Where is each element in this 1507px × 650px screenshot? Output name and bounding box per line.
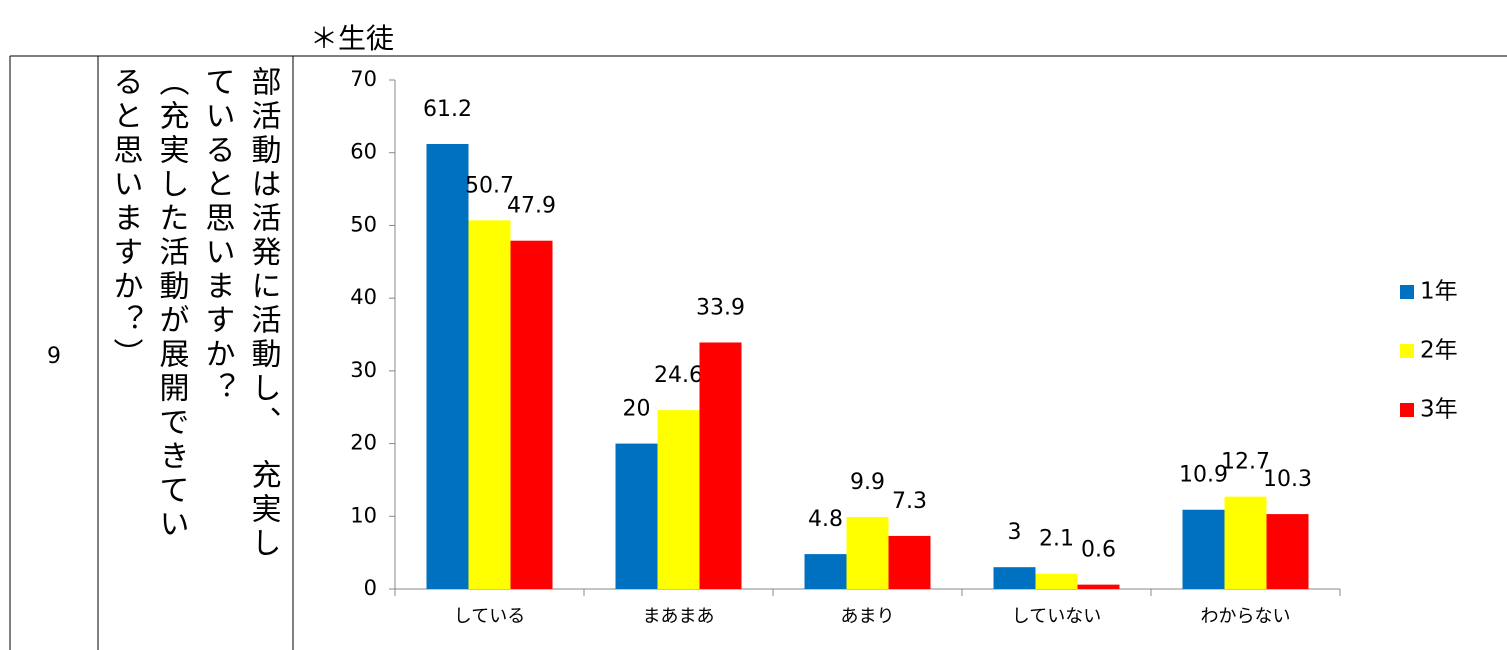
question-text: 部活動は活発に活動し、 充実し (246, 66, 282, 561)
y-tick-label: 70 (350, 67, 377, 91)
y-tick-label: 50 (350, 212, 377, 236)
bar (888, 535, 931, 589)
bar (699, 342, 742, 589)
y-tick-label: 60 (350, 140, 377, 164)
legend-swatch (1400, 344, 1414, 358)
data-label: 50.7 (465, 173, 514, 198)
y-tick-label: 0 (364, 576, 377, 600)
data-label: 10.9 (1179, 463, 1228, 488)
bar (426, 143, 469, 589)
legend-swatch (1400, 285, 1414, 299)
bar (615, 443, 658, 589)
y-tick-label: 20 (350, 431, 377, 455)
data-label: 47.9 (507, 194, 556, 219)
data-label: 9.9 (850, 470, 885, 495)
bar (993, 567, 1036, 589)
bar (846, 517, 889, 589)
data-label: 20 (623, 397, 651, 422)
data-label: 61.2 (423, 97, 472, 122)
question-text: ると思いますか？） (108, 66, 144, 372)
data-label: 2.1 (1039, 527, 1074, 552)
data-label: 0.6 (1081, 538, 1116, 563)
x-tick-label: している (454, 606, 525, 627)
data-label: 33.9 (696, 295, 745, 320)
legend-swatch (1400, 403, 1414, 417)
bar (1077, 584, 1120, 589)
y-tick-label: 10 (350, 503, 377, 527)
y-tick-label: 30 (350, 358, 377, 382)
legend-label: 1年 (1420, 279, 1458, 305)
y-tick-label: 40 (350, 285, 377, 309)
bar (468, 220, 511, 590)
bar (804, 554, 847, 589)
legend-label: 2年 (1420, 338, 1458, 364)
question-text: ていると思いますか？ (200, 66, 235, 406)
data-label: 3 (1008, 520, 1022, 545)
data-label: 24.6 (654, 363, 703, 388)
row-number: 9 (47, 344, 61, 369)
bar (1266, 514, 1309, 589)
data-label: 10.3 (1263, 467, 1312, 492)
x-tick-label: あまり (841, 606, 895, 627)
data-label: 4.8 (808, 507, 843, 532)
x-tick-label: していない (1012, 606, 1101, 627)
bar (1182, 509, 1225, 589)
x-tick-label: わからない (1201, 606, 1291, 627)
legend-label: 3年 (1420, 397, 1458, 423)
x-tick-label: まあまあ (643, 606, 715, 627)
question-text: （充実した活動が展開できてい (154, 66, 190, 542)
bar (1035, 573, 1078, 589)
bar (1224, 496, 1267, 589)
data-label: 12.7 (1221, 450, 1270, 475)
heading: ＊生徒 (310, 22, 394, 55)
bar (657, 410, 700, 589)
data-label: 7.3 (892, 489, 927, 514)
bar (510, 240, 553, 589)
